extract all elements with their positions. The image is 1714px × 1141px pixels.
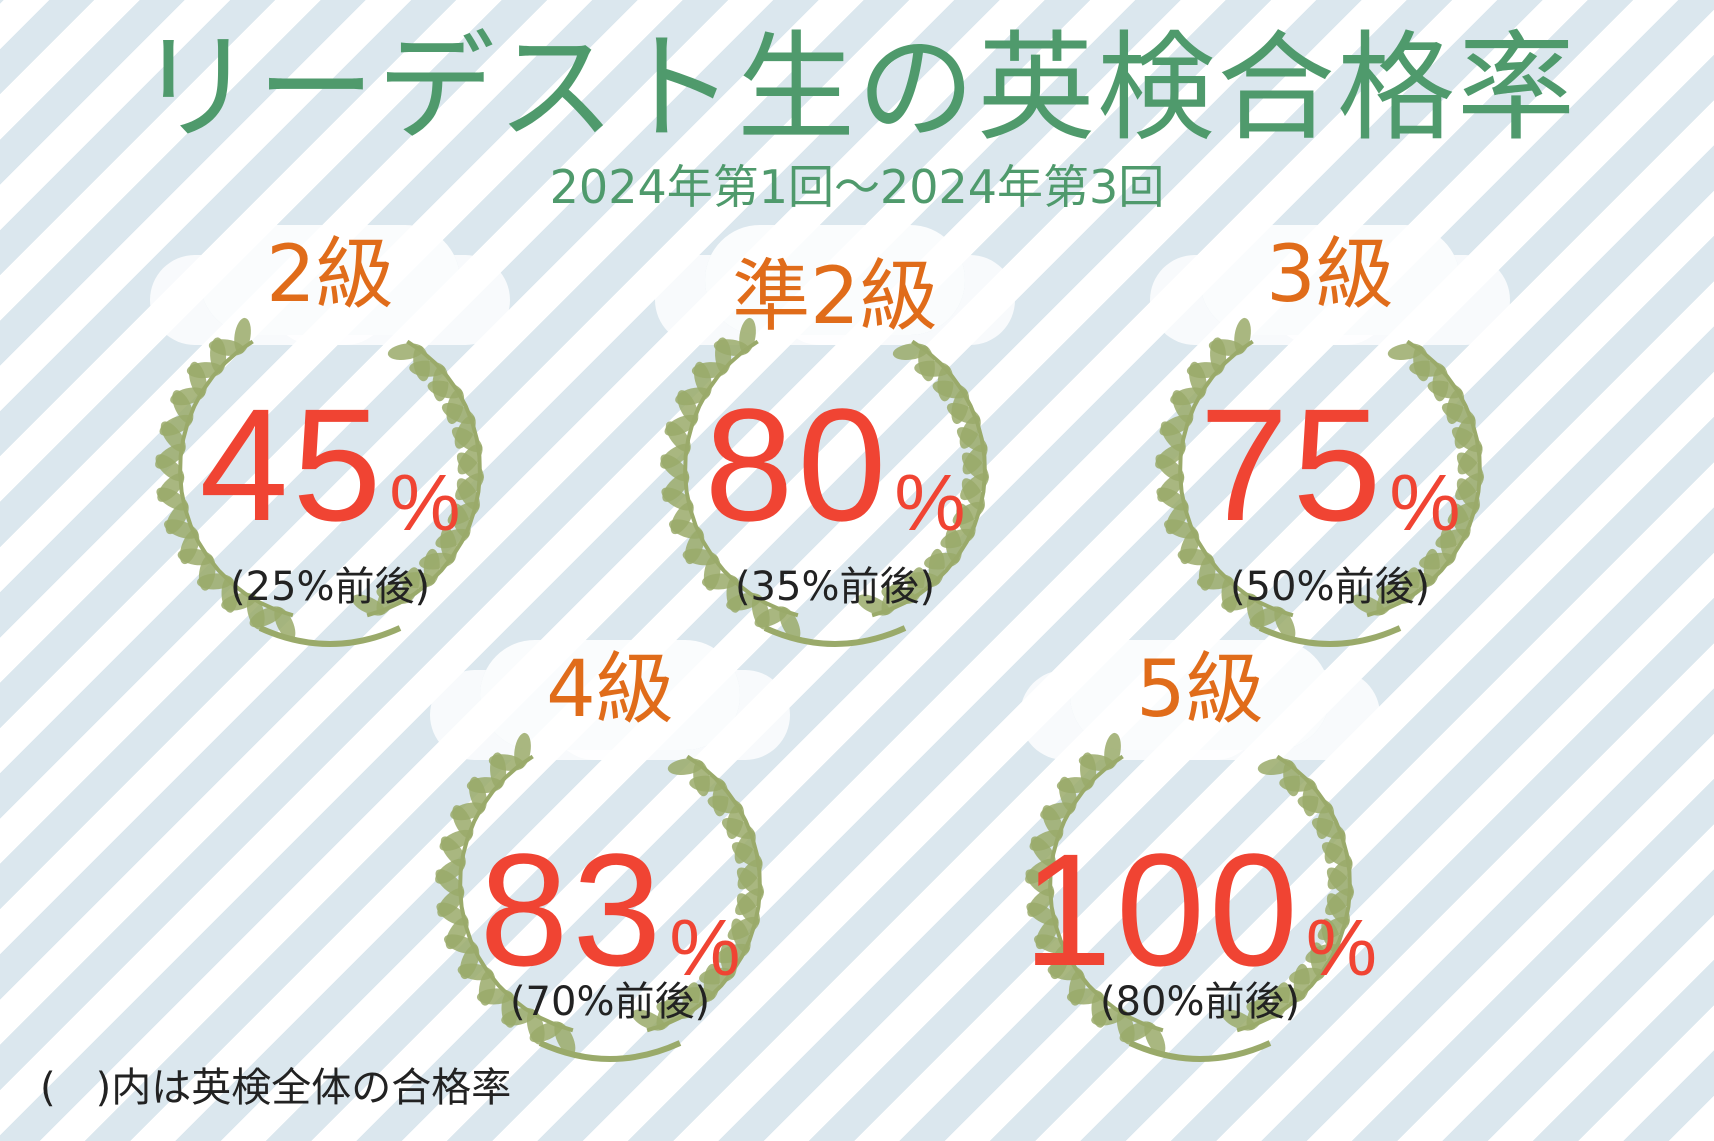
wreath-stem [366, 339, 482, 618]
laurel-leaf [1104, 732, 1121, 769]
grade-label: 3級 [1266, 230, 1394, 320]
pass-rate: 75% [1120, 385, 1540, 545]
cloud-decoration [480, 640, 740, 750]
badge-grade-2: 2級 45% (25%前後) [120, 225, 540, 665]
overall-rate: (25%前後) [229, 564, 431, 610]
cloud-decoration [705, 225, 965, 335]
pass-rate-value: 100 [1022, 820, 1302, 999]
laurel-wreath-icon [1025, 732, 1354, 1062]
badge-grade-3: 3級 75% (50%前後) [1120, 225, 1540, 665]
wreath-stem [1178, 339, 1294, 618]
laurel-leaf [514, 732, 531, 769]
grade-label: 準2級 [732, 252, 938, 342]
laurel-wreath-icon [155, 317, 484, 647]
badge-grade-4: 4級 83% (70%前後) [400, 640, 820, 1080]
page-title: リーデスト生の英検合格率 [136, 19, 1577, 157]
wreath-stem [1366, 339, 1482, 618]
laurel-leaf [179, 529, 200, 565]
wreath-stem [1048, 754, 1164, 1033]
overall-rate: (80%前後) [1099, 979, 1301, 1025]
percent-unit: % [1305, 903, 1378, 992]
wreath-stem [1236, 754, 1352, 1033]
pass-rate: 80% [625, 385, 1045, 545]
percent-unit: % [669, 903, 741, 992]
laurel-leaf [667, 758, 704, 775]
overall-rate: (70%前後) [509, 979, 711, 1025]
wreath-stem [871, 339, 987, 618]
percent-unit: % [894, 458, 966, 547]
pass-rate-value: 80 [704, 375, 891, 554]
laurel-leaf [387, 343, 424, 360]
percent-unit: % [389, 458, 461, 547]
cloud-decoration [1070, 640, 1330, 750]
pass-rate: 45% [120, 385, 540, 545]
overall-rate: (35%前後) [734, 564, 936, 610]
wreath-ribbon [258, 625, 402, 647]
badge-grade-pre2: 準2級 80% (35%前後) [625, 225, 1045, 665]
footnote: ( )内は英検全体の合格率 [40, 1065, 512, 1111]
laurel-leaf [234, 317, 251, 354]
wreath-stem [178, 339, 294, 618]
laurel-leaf [459, 944, 480, 980]
grade-label: 4級 [546, 645, 674, 735]
wreath-ribbon [763, 625, 907, 647]
laurel-leaf [1049, 944, 1070, 980]
laurel-leaf [739, 317, 756, 354]
cloud-decoration [1200, 225, 1460, 335]
laurel-wreath-icon [435, 732, 764, 1062]
wreath-stem [458, 754, 574, 1033]
wreath-stem [646, 754, 762, 1033]
wreath-stem [683, 339, 799, 618]
overall-rate: (50%前後) [1229, 564, 1431, 610]
wreath-ribbon [1128, 1040, 1272, 1062]
laurel-leaf [892, 343, 929, 360]
pass-rate-value: 83 [479, 820, 666, 999]
laurel-leaf [684, 529, 705, 565]
wreath-ribbon [1258, 625, 1402, 647]
grade-label: 2級 [266, 230, 394, 320]
cloud-decoration [200, 225, 460, 335]
wreath-ribbon [538, 1040, 682, 1062]
period-subtitle: 2024年第1回〜2024年第3回 [549, 160, 1165, 214]
grade-label: 5級 [1136, 645, 1264, 735]
laurel-leaf [1234, 317, 1251, 354]
pass-rate-value: 75 [1199, 375, 1386, 554]
pass-rate: 100% [990, 830, 1410, 990]
pass-rate-value: 45 [199, 375, 386, 554]
badge-grade-5: 5級 100% (80%前後) [990, 640, 1410, 1080]
laurel-wreath-icon [660, 317, 989, 647]
laurel-wreath-icon [1155, 317, 1484, 647]
laurel-leaf [1257, 758, 1294, 775]
laurel-leaf [1387, 343, 1424, 360]
percent-unit: % [1389, 458, 1461, 547]
pass-rate: 83% [400, 830, 820, 990]
laurel-leaf [1179, 529, 1200, 565]
